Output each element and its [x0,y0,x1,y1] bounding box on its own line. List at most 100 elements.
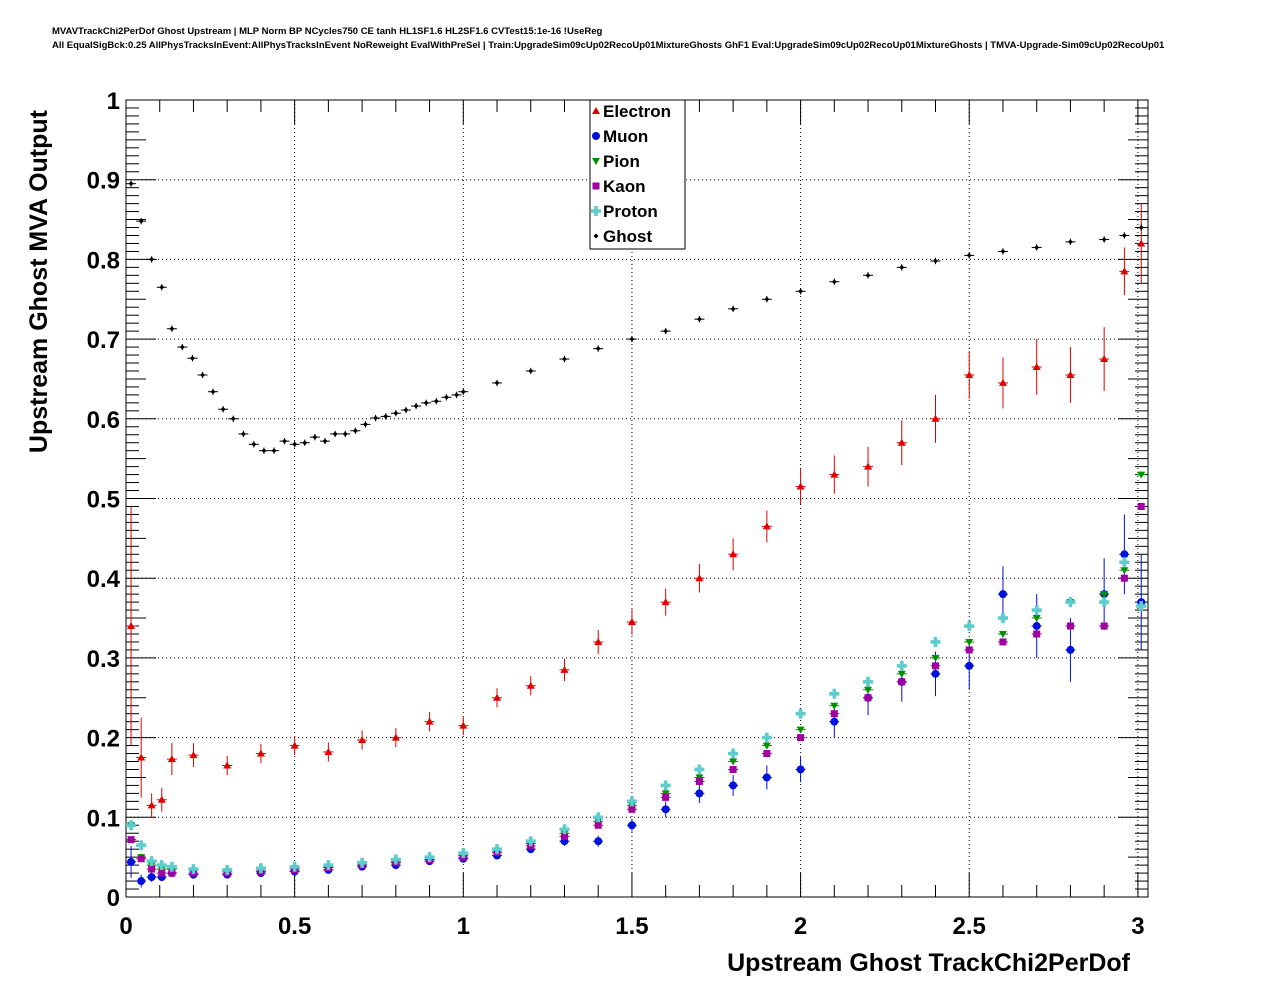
data-point [137,855,145,863]
data-point [1032,615,1041,623]
x-tick-label: 0 [119,913,132,940]
data-point [126,820,137,831]
data-point [1137,239,1146,247]
data-point [729,550,738,558]
data-point [127,857,136,866]
data-point [282,438,288,444]
data-point [127,836,135,844]
data-point [965,370,974,378]
data-point [413,403,419,409]
data-point [561,356,567,362]
data-point [1033,630,1041,638]
data-point [694,764,705,775]
data-point [148,865,156,873]
data-point [423,400,429,406]
data-point [403,407,409,413]
data-point [761,732,772,743]
data-point [1136,601,1147,612]
data-point [312,434,318,440]
y-tick-label: 0.1 [87,805,120,832]
data-point [156,860,167,871]
data-point [147,873,156,882]
data-point [661,598,670,606]
y-tick-label: 0.7 [87,327,120,354]
data-point [931,669,940,678]
data-point [965,638,974,646]
data-point [289,861,300,872]
legend-marker-electron [592,107,600,114]
data-point [898,678,906,686]
data-point [1000,248,1006,254]
data-point [629,336,635,342]
data-point [169,326,175,332]
data-point [999,638,1007,646]
x-axis-title: Upstream Ghost TrackChi2PerDof [727,949,1131,977]
x-tick-label: 1.5 [615,913,648,940]
data-point [594,821,602,829]
data-point [1119,557,1130,568]
legend-label-muon: Muon [603,127,648,146]
y-tick-label: 0.4 [87,566,121,593]
legend: Electron Muon Pion Kaon Proton Ghost [589,99,686,250]
data-point [696,316,702,322]
data-point [763,750,771,758]
series-kaon [126,502,1147,877]
data-point [730,306,736,312]
plot-title-line-2: All EqualSigBck:0.25 AllPhysTracksInEven… [52,40,1165,51]
data-point [458,848,469,859]
data-point [865,272,871,278]
data-point [1120,267,1129,275]
data-point [762,742,771,750]
data-point [695,574,704,582]
x-tick-label: 2.5 [953,913,986,940]
data-point [136,840,147,851]
data-point [492,844,503,855]
series-pion [126,471,1147,876]
data-point [393,410,399,416]
data-point [1066,370,1075,378]
data-point [179,344,185,350]
data-point [137,877,146,886]
x-tick-label: 1 [457,913,470,940]
legend-marker-muon [592,132,600,140]
data-point [1100,591,1109,599]
data-point [292,441,298,447]
data-points [126,180,1147,888]
y-tick-label: 0.8 [87,247,120,274]
data-point [362,421,368,427]
data-point [1120,550,1129,559]
data-point [158,869,166,877]
data-point [1067,239,1073,245]
data-point [261,448,267,454]
data-point [965,646,973,654]
data-point [424,852,435,863]
data-point [137,753,146,761]
data-point [796,482,805,490]
data-point [933,258,939,264]
y-tick-label: 0.5 [87,487,120,514]
data-point [373,415,379,421]
data-point [998,378,1007,386]
data-point [324,747,333,755]
data-point [661,805,670,814]
data-point [168,869,176,877]
data-point [391,733,400,741]
data-point [728,748,739,759]
data-point [302,440,308,446]
data-point [255,863,266,874]
data-point [830,702,839,710]
legend-marker-pion [592,158,600,165]
series-electron [126,203,1147,818]
data-point [560,832,568,840]
data-point [930,636,941,647]
data-point [1120,574,1128,582]
series-ghost [126,180,1147,454]
data-point [1099,597,1110,608]
data-point [149,256,155,262]
data-point [222,864,233,875]
data-point [899,264,905,270]
series-proton [126,557,1147,875]
data-point [1120,567,1129,575]
data-point [797,734,805,742]
